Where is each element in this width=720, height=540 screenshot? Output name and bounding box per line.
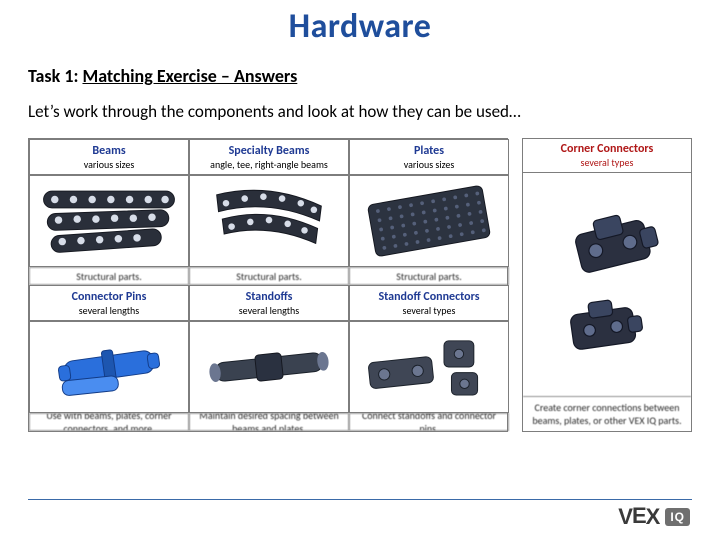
image-standoffs [189,321,349,413]
standoff-connectors-icon [354,324,504,410]
caption-beams: Structural parts. [29,267,189,285]
subtitle-underlined: Matching Exercise – Answers [82,65,297,87]
beams-icon [34,178,184,264]
image-plates [349,175,509,267]
header-title: Beams [92,144,125,158]
task-subtitle: Task 1: Matching Exercise – Answers [28,65,692,87]
specialty-beams-icon [194,178,344,264]
caption-specialty-beams: Structural parts. [189,267,349,285]
iq-badge: IQ [665,508,690,526]
vex-v: V [618,504,632,529]
caption-corner-connectors: Create corner connections between beams,… [523,396,691,431]
header-title: Standoffs [246,290,293,304]
header-title: Plates [414,144,444,158]
slide: Hardware Task 1: Matching Exercise – Ans… [0,0,720,540]
header-connector-pins: Connector Pins several lengths [29,285,189,321]
header-title: Connector Pins [72,290,147,304]
header-plates: Plates various sizes [349,139,509,175]
header-sub: various sizes [404,158,454,171]
image-beams [29,175,189,267]
vex-x: X [646,504,660,529]
header-standoffs: Standoffs several lengths [189,285,349,321]
image-connector-pins [29,321,189,413]
caption-standoff-connectors: Connect standoffs and connector pins. [349,413,509,431]
standoffs-icon [194,324,344,410]
header-beams: Beams various sizes [29,139,189,175]
header-sub: several types [525,156,689,169]
header-specialty-beams: Specialty Beams angle, tee, right-angle … [189,139,349,175]
image-specialty-beams [189,175,349,267]
page-title: Hardware [28,6,692,47]
corner-connectors-icon [523,173,691,396]
plates-icon [354,178,504,264]
lead-text: Let’s work through the components and lo… [28,101,692,122]
component-grid: Beams various sizes Specialty Beams angl… [28,138,508,432]
vex-e: E [632,503,646,528]
vex-iq-logo: VEX IQ [618,504,690,530]
header-title: Specialty Beams [229,144,310,158]
image-corner-connectors [523,173,691,396]
header-standoff-connectors: Standoff Connectors several types [349,285,509,321]
header-sub: various sizes [84,158,134,171]
content-wrap: Beams various sizes Specialty Beams angl… [28,138,692,432]
image-standoff-connectors [349,321,509,413]
subtitle-prefix: Task 1: [28,65,82,87]
header-sub: several lengths [239,304,299,317]
vex-wordmark: VEX [618,504,659,530]
caption-connector-pins: Use with beams, plates, corner connector… [29,413,189,431]
connector-pins-icon [34,324,184,410]
footer-divider [28,499,692,500]
header-sub: several lengths [79,304,139,317]
header-title: Corner Connectors [525,142,689,156]
header-title: Standoff Connectors [378,290,479,304]
caption-standoffs: Maintain desired spacing between beams a… [189,413,349,431]
header-sub: several types [403,304,456,317]
corner-connectors-panel: Corner Connectors several types [522,138,692,432]
caption-plates: Structural parts. [349,267,509,285]
header-sub: angle, tee, right-angle beams [210,158,328,171]
header-corner-connectors: Corner Connectors several types [523,139,691,173]
